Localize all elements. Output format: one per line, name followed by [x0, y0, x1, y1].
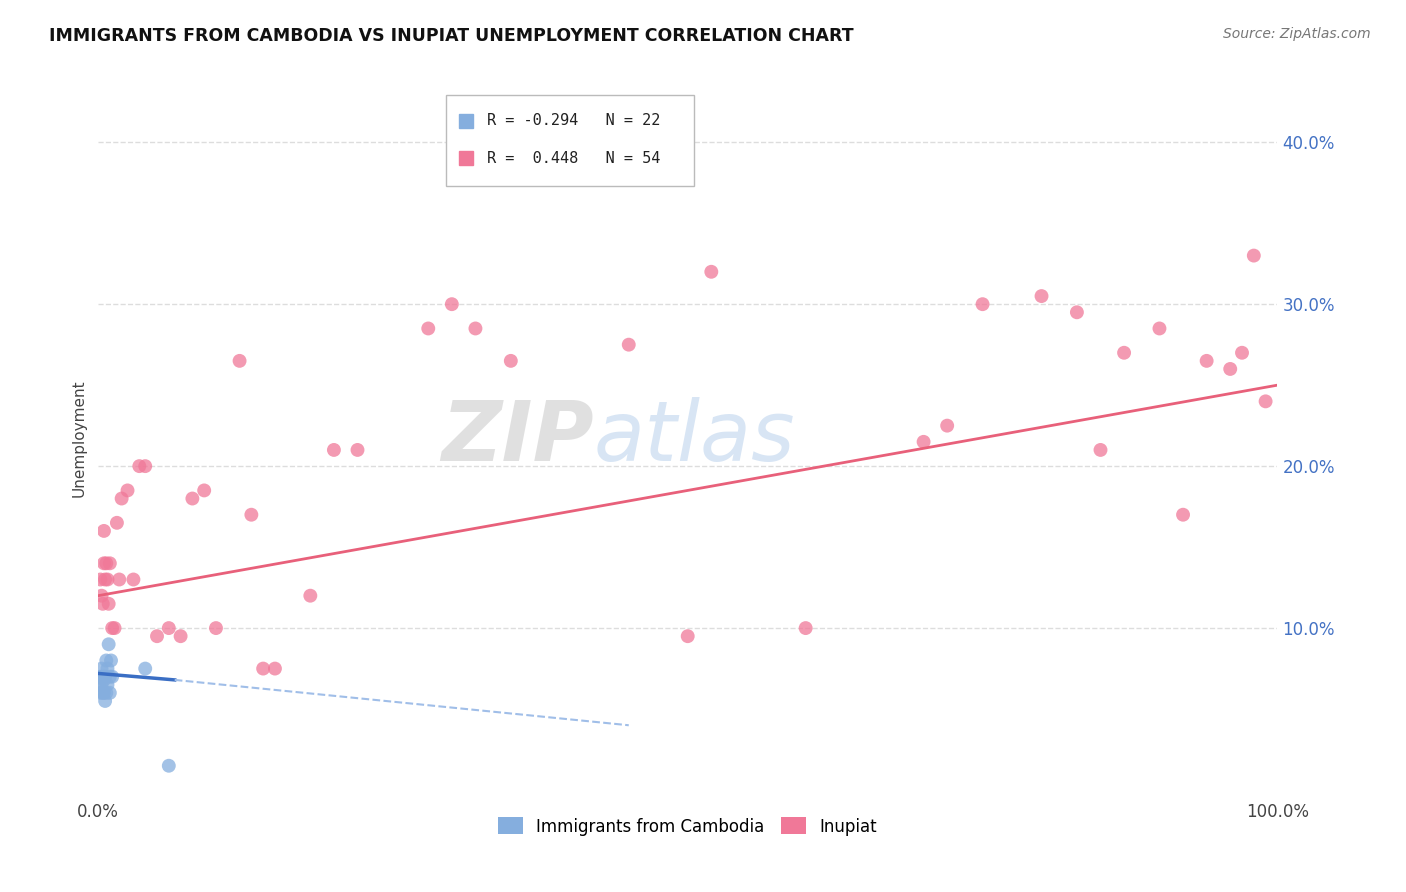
Point [108, 573, 131, 587]
Point [94, 670, 117, 684]
Point [97, 637, 120, 651]
Point [96, 557, 118, 571]
Point [91, 597, 114, 611]
Point [240, 508, 263, 522]
Point [98, 686, 121, 700]
FancyBboxPatch shape [446, 95, 693, 186]
Point [89, 670, 111, 684]
Point [89, 678, 111, 692]
Point [97, 597, 120, 611]
Point [90, 589, 112, 603]
Point [96, 662, 118, 676]
Point [1254, 394, 1277, 409]
Point [105, 516, 128, 530]
Point [91, 686, 114, 700]
Point [98, 670, 121, 684]
Text: Source: ZipAtlas.com: Source: ZipAtlas.com [1223, 27, 1371, 41]
Point [264, 662, 287, 676]
Point [299, 589, 322, 603]
Point [94, 694, 117, 708]
Text: atlas: atlas [593, 397, 794, 478]
Point [440, 297, 463, 311]
Point [90, 678, 112, 692]
Point [1090, 442, 1112, 457]
Point [912, 434, 935, 449]
Text: R =  0.448   N = 54: R = 0.448 N = 54 [488, 151, 661, 166]
Point [98, 557, 121, 571]
Point [93, 524, 115, 538]
Point [90, 662, 112, 676]
Point [1171, 508, 1194, 522]
Point [96, 573, 118, 587]
Legend: Immigrants from Cambodia, Inupiat: Immigrants from Cambodia, Inupiat [489, 809, 886, 844]
Point [157, 621, 180, 635]
Point [169, 629, 191, 643]
Point [252, 662, 274, 676]
Point [101, 670, 124, 684]
Point [101, 621, 124, 635]
Point [128, 459, 150, 474]
Point [93, 686, 115, 700]
Point [93, 557, 115, 571]
Point [91, 670, 114, 684]
Point [93, 673, 115, 687]
Point [146, 629, 169, 643]
Point [1112, 345, 1135, 359]
Point [1230, 345, 1253, 359]
Point [111, 491, 134, 506]
Y-axis label: Unemployment: Unemployment [72, 379, 86, 497]
Point [134, 662, 156, 676]
Point [94, 573, 117, 587]
Point [700, 265, 723, 279]
Point [157, 758, 180, 772]
Point [228, 354, 250, 368]
Point [205, 621, 228, 635]
Point [1195, 354, 1218, 368]
Point [96, 653, 118, 667]
Point [1066, 305, 1088, 319]
Point [464, 321, 486, 335]
Point [89, 686, 111, 700]
Point [1219, 362, 1241, 376]
Point [1243, 249, 1265, 263]
Point [1149, 321, 1171, 335]
Point [96, 686, 118, 700]
Point [100, 653, 122, 667]
Point [322, 442, 344, 457]
Text: ZIP: ZIP [440, 397, 593, 478]
Point [794, 621, 817, 635]
Point [122, 573, 145, 587]
Text: IMMIGRANTS FROM CAMBODIA VS INUPIAT UNEMPLOYMENT CORRELATION CHART: IMMIGRANTS FROM CAMBODIA VS INUPIAT UNEM… [49, 27, 853, 45]
Point [346, 442, 368, 457]
Point [117, 483, 139, 498]
Point [89, 573, 111, 587]
Point [936, 418, 959, 433]
Point [193, 483, 215, 498]
Point [418, 321, 440, 335]
Point [181, 491, 204, 506]
Point [499, 354, 522, 368]
Point [134, 459, 156, 474]
Point [972, 297, 994, 311]
Text: R = -0.294   N = 22: R = -0.294 N = 22 [488, 113, 661, 128]
Point [1031, 289, 1053, 303]
Point [617, 337, 640, 351]
Point [96, 678, 118, 692]
Point [103, 621, 125, 635]
Point [676, 629, 699, 643]
